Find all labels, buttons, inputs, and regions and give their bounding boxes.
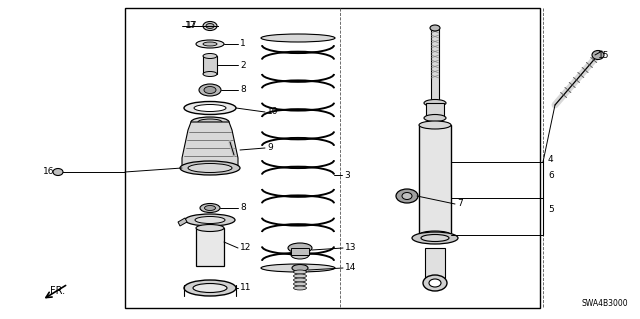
Ellipse shape (204, 86, 216, 93)
Ellipse shape (196, 40, 224, 48)
Polygon shape (182, 122, 238, 168)
Ellipse shape (294, 282, 307, 286)
Ellipse shape (412, 232, 458, 244)
Bar (203, 56, 217, 74)
Ellipse shape (198, 119, 222, 125)
Text: 13: 13 (345, 243, 356, 253)
Text: FR.: FR. (51, 286, 65, 296)
Ellipse shape (424, 115, 446, 122)
Bar (196, 228, 224, 266)
Ellipse shape (188, 164, 232, 173)
Text: 7: 7 (457, 199, 463, 209)
Ellipse shape (419, 121, 451, 129)
Bar (425, 248, 445, 278)
Ellipse shape (423, 275, 447, 291)
Text: 1: 1 (240, 40, 246, 48)
Text: 11: 11 (240, 284, 252, 293)
Text: 3: 3 (344, 170, 349, 180)
Ellipse shape (430, 25, 440, 31)
Bar (431, 28, 439, 103)
Ellipse shape (261, 34, 335, 42)
Ellipse shape (203, 54, 217, 58)
Text: 17: 17 (186, 21, 198, 31)
Ellipse shape (288, 243, 312, 253)
Bar (426, 103, 444, 118)
Text: 14: 14 (345, 263, 356, 272)
Ellipse shape (203, 71, 217, 77)
Text: 8: 8 (240, 204, 246, 212)
Bar (125, 8, 540, 308)
Text: 8: 8 (240, 85, 246, 94)
Text: 17: 17 (185, 21, 196, 31)
Ellipse shape (294, 286, 307, 290)
Text: 4: 4 (548, 155, 554, 165)
Ellipse shape (206, 24, 214, 28)
Ellipse shape (203, 21, 217, 31)
Ellipse shape (424, 100, 446, 107)
Text: 15: 15 (598, 50, 609, 60)
Polygon shape (178, 218, 187, 226)
Ellipse shape (191, 117, 229, 127)
Ellipse shape (193, 284, 227, 293)
Text: 10: 10 (267, 108, 278, 116)
Text: 6: 6 (548, 170, 554, 180)
Text: 5: 5 (548, 205, 554, 214)
Ellipse shape (194, 105, 226, 112)
Ellipse shape (184, 280, 236, 296)
Ellipse shape (261, 264, 335, 272)
Ellipse shape (429, 279, 441, 287)
Ellipse shape (53, 168, 63, 175)
Bar (291, 248, 309, 255)
Ellipse shape (184, 101, 236, 115)
Ellipse shape (203, 42, 217, 46)
Ellipse shape (291, 251, 309, 259)
Text: SWA4B3000: SWA4B3000 (581, 299, 628, 308)
Ellipse shape (402, 192, 412, 199)
Text: 12: 12 (240, 243, 252, 253)
Ellipse shape (196, 225, 224, 232)
Ellipse shape (180, 161, 240, 175)
Ellipse shape (294, 278, 307, 282)
Text: 9: 9 (267, 144, 273, 152)
Text: 16: 16 (42, 167, 54, 176)
Ellipse shape (592, 50, 604, 60)
Ellipse shape (421, 234, 449, 241)
Ellipse shape (294, 270, 307, 274)
Ellipse shape (419, 231, 451, 239)
Ellipse shape (294, 274, 307, 278)
Ellipse shape (199, 84, 221, 96)
Ellipse shape (185, 214, 235, 226)
Ellipse shape (205, 205, 216, 211)
Ellipse shape (292, 264, 308, 271)
Ellipse shape (195, 217, 225, 224)
Text: 2: 2 (240, 61, 246, 70)
Ellipse shape (396, 189, 418, 203)
Ellipse shape (200, 204, 220, 212)
Bar (419, 125, 451, 235)
